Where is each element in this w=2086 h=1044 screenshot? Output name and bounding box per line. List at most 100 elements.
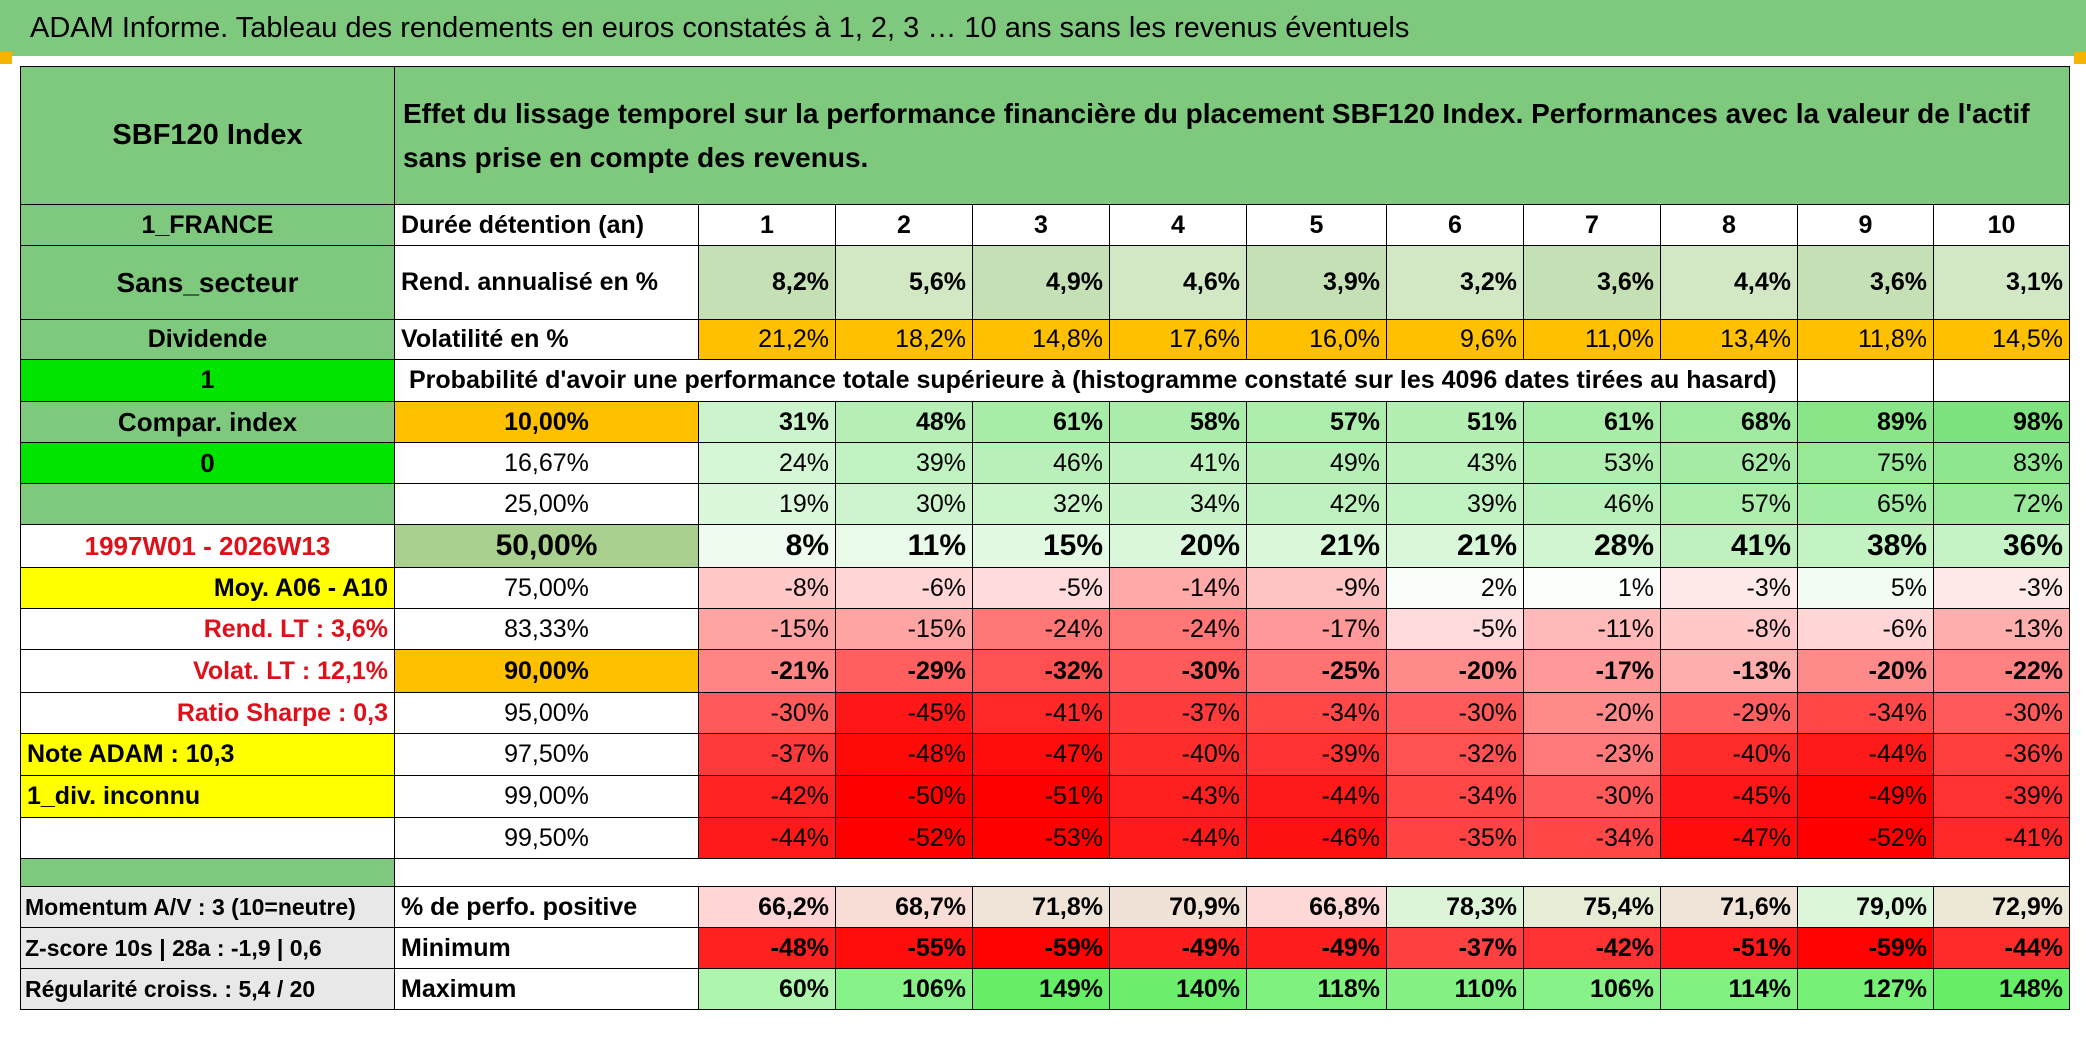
gap-blank: [394, 858, 2070, 887]
gap-green: [20, 858, 395, 887]
year-header-7: 7: [1523, 204, 1661, 246]
zscore-label: Z-score 10s | 28a : -1,9 | 0,6: [20, 927, 395, 969]
prob-cell: -50%: [835, 775, 973, 818]
percentile-label: 16,67%: [394, 442, 699, 484]
stat-cell: 127%: [1797, 968, 1934, 1010]
volat-lt-label: Volat. LT : 12,1%: [20, 649, 395, 693]
stat-cell: 149%: [972, 968, 1110, 1010]
prob-cell: 2%: [1386, 567, 1524, 609]
prob-cell: -24%: [1109, 608, 1247, 650]
prob-cell: -13%: [1660, 649, 1798, 693]
stat-cell: -49%: [1109, 927, 1247, 969]
stat-cell: 68,7%: [835, 886, 973, 928]
prob-cell: -30%: [1386, 692, 1524, 734]
prob-cell: -40%: [1660, 733, 1798, 776]
prob-cell: 46%: [1523, 483, 1661, 525]
prob-cell: -21%: [698, 649, 836, 693]
prob-cell: 11%: [835, 524, 973, 568]
prob-cell: 36%: [1933, 524, 2070, 568]
prob-cell: 83%: [1933, 442, 2070, 484]
prob-cell: 72%: [1933, 483, 2070, 525]
rend-cell: 3,9%: [1246, 245, 1387, 320]
percentile-label: 99,50%: [394, 817, 699, 859]
prob-cell: -22%: [1933, 649, 2070, 693]
corner-marker: [0, 52, 12, 64]
dividend-label: Dividende: [20, 319, 395, 360]
vol-cell: 11,8%: [1797, 319, 1934, 360]
moy-label: Moy. A06 - A10: [20, 567, 395, 609]
prob-cell: 42%: [1246, 483, 1387, 525]
duree-label: Durée détention (an): [394, 204, 699, 246]
prob-cell: 53%: [1523, 442, 1661, 484]
prob-cell: -15%: [698, 608, 836, 650]
prob-cell: -41%: [972, 692, 1110, 734]
prob-cell: -9%: [1246, 567, 1387, 609]
prob-cell: -46%: [1246, 817, 1387, 859]
stat-cell: 110%: [1386, 968, 1524, 1010]
prob-cell: -23%: [1523, 733, 1661, 776]
prob-cell: 98%: [1933, 401, 2070, 443]
prob-cell: -32%: [1386, 733, 1524, 776]
prob-cell: 5%: [1797, 567, 1934, 609]
prob-cell: -41%: [1933, 817, 2070, 859]
prob-cell: 58%: [1109, 401, 1247, 443]
vol-cell: 17,6%: [1109, 319, 1247, 360]
vol-cell: 18,2%: [835, 319, 973, 360]
prob-cell: 43%: [1386, 442, 1524, 484]
prob-cell: -13%: [1933, 608, 2070, 650]
sharpe-label: Ratio Sharpe : 0,3: [20, 692, 395, 734]
stat-cell: 66,2%: [698, 886, 836, 928]
rend-cell: 3,6%: [1797, 245, 1934, 320]
stat-cell: 75,4%: [1523, 886, 1661, 928]
prob-cell: -34%: [1797, 692, 1934, 734]
prob-cell: -43%: [1109, 775, 1247, 818]
prob-cell: -42%: [698, 775, 836, 818]
prob-cell: 34%: [1109, 483, 1247, 525]
prob-cell: -35%: [1386, 817, 1524, 859]
prob-cell: 39%: [1386, 483, 1524, 525]
stat-cell: 106%: [835, 968, 973, 1010]
prob-cell: -17%: [1523, 649, 1661, 693]
stat-cell: -59%: [1797, 927, 1934, 969]
percentile-label: 10,00%: [394, 401, 699, 443]
prob-cell: 32%: [972, 483, 1110, 525]
rend-cell: 3,6%: [1523, 245, 1661, 320]
prob-cell: -45%: [1660, 775, 1798, 818]
year-header-1: 1: [698, 204, 836, 246]
percentile-label: 25,00%: [394, 483, 699, 525]
stat-cell: -37%: [1386, 927, 1524, 969]
prob-cell: 57%: [1246, 401, 1387, 443]
prob-cell: 39%: [835, 442, 973, 484]
prob-cell: -47%: [1660, 817, 1798, 859]
prob-cell: -25%: [1246, 649, 1387, 693]
index-name: SBF120 Index: [20, 66, 395, 205]
vol-cell: 14,5%: [1933, 319, 2070, 360]
prob-cell: -8%: [698, 567, 836, 609]
prob-cell: -20%: [1797, 649, 1934, 693]
prob-cell: -44%: [1246, 775, 1387, 818]
prob-cell: 28%: [1523, 524, 1661, 568]
percentile-label: 50,00%: [394, 524, 699, 568]
min-label: Minimum: [394, 927, 699, 969]
prob-cell: 21%: [1386, 524, 1524, 568]
year-header-6: 6: [1386, 204, 1524, 246]
prob-cell: -53%: [972, 817, 1110, 859]
vol-cell: 21,2%: [698, 319, 836, 360]
year-header-10: 10: [1933, 204, 2070, 246]
prob-cell: -11%: [1523, 608, 1661, 650]
probability-label: Probabilité d'avoir une performance tota…: [394, 359, 1798, 402]
stat-cell: 71,6%: [1660, 886, 1798, 928]
prob-cell: -6%: [835, 567, 973, 609]
vol-cell: 14,8%: [972, 319, 1110, 360]
percentile-label: 99,00%: [394, 775, 699, 818]
left-blank: [20, 817, 395, 859]
prob-cell: -29%: [1660, 692, 1798, 734]
left-spacer: [20, 483, 395, 525]
stat-cell: 106%: [1523, 968, 1661, 1010]
stat-cell: -48%: [698, 927, 836, 969]
stat-cell: 79,0%: [1797, 886, 1934, 928]
period-label: 1997W01 - 2026W13: [20, 524, 395, 568]
prob-cell: -3%: [1660, 567, 1798, 609]
prob-cell: -36%: [1933, 733, 2070, 776]
stat-cell: 71,8%: [972, 886, 1110, 928]
